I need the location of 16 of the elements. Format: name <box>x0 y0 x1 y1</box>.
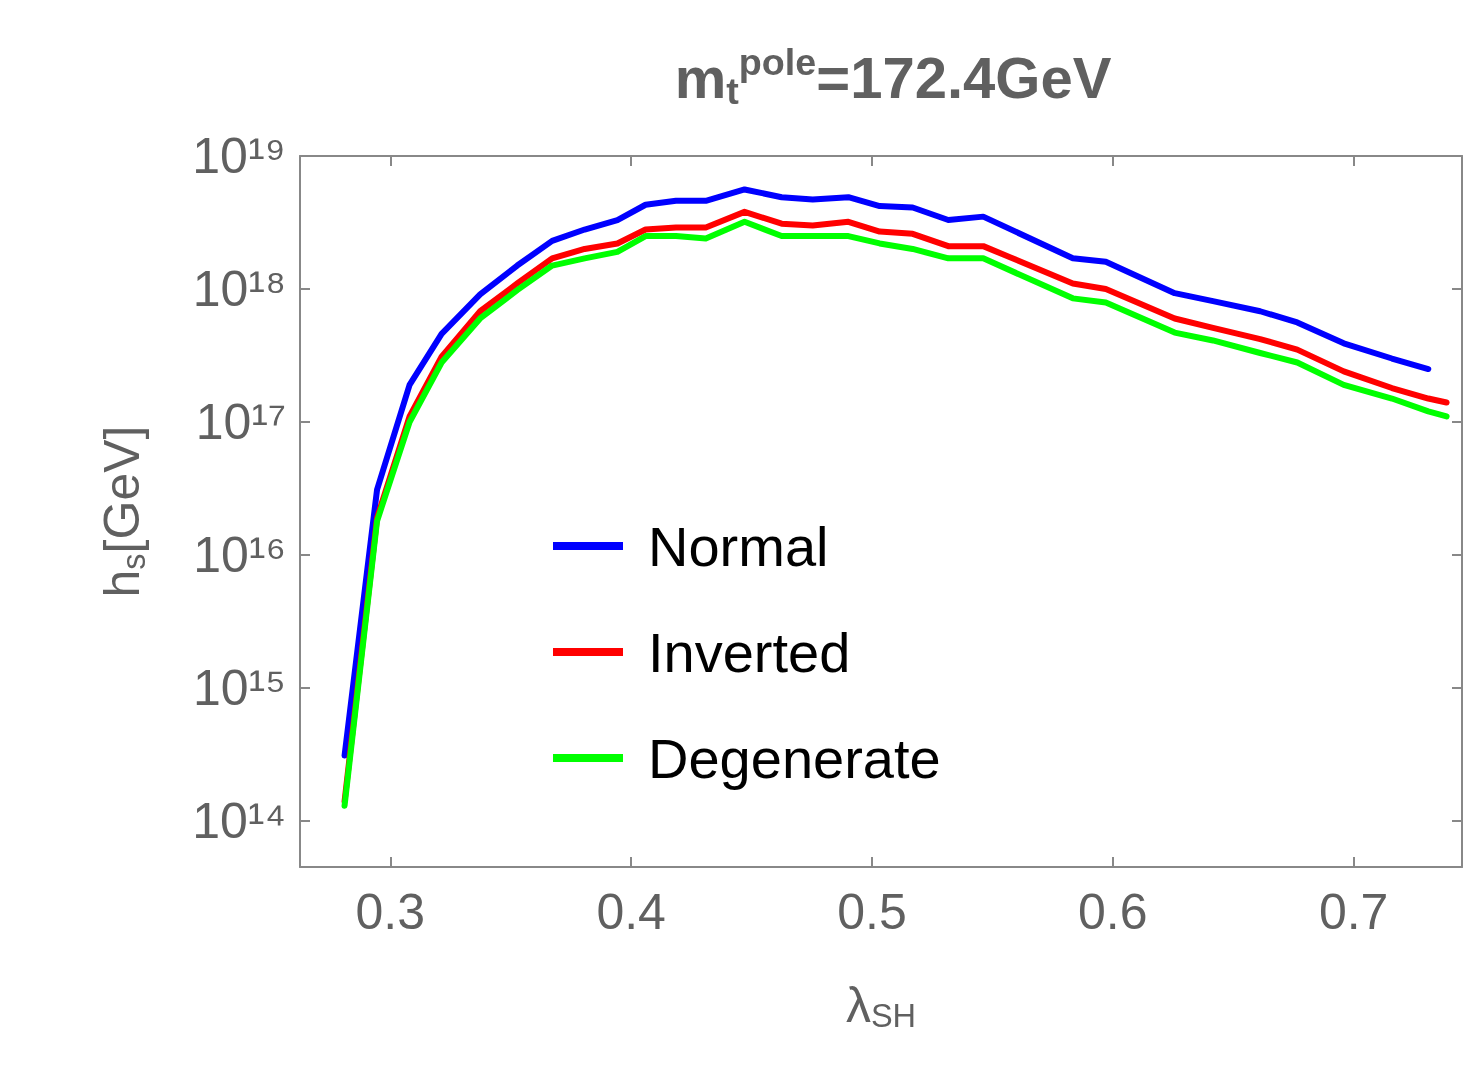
y-tick-label: 10¹⁷ <box>195 393 286 450</box>
y-tick-label: 10¹⁴ <box>192 792 286 849</box>
x-axis-title: λSH <box>845 976 917 1034</box>
y-tick-label: 10¹⁹ <box>192 128 286 184</box>
y-axis-title: hs[GeV] <box>94 425 152 598</box>
legend-label: Degenerate <box>648 726 941 790</box>
x-tick-label: 0.6 <box>1078 884 1148 940</box>
x-tick-label: 0.7 <box>1318 884 1389 940</box>
y-tick-label: 10¹⁵ <box>193 659 286 716</box>
x-tick-label: 0.5 <box>837 884 907 940</box>
y-tick-label: 10¹⁸ <box>192 260 286 317</box>
x-tick-label: 0.3 <box>355 884 426 940</box>
legend-label: Inverted <box>648 620 851 684</box>
legend-label: Normal <box>648 514 829 578</box>
y-tick-label: 10¹⁶ <box>193 526 286 583</box>
x-tick-label: 0.4 <box>596 884 666 940</box>
